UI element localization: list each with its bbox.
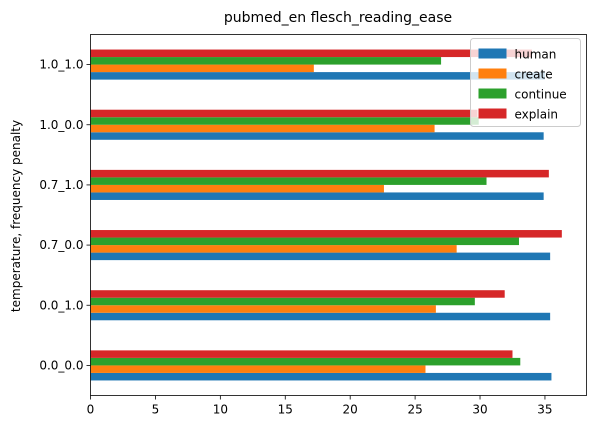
bar-explain-0.7_1.0	[90, 169, 549, 178]
bar-create-0.7_1.0	[90, 184, 384, 193]
x-tick-label: 0	[87, 403, 95, 417]
x-tick-label: 5	[152, 403, 160, 417]
bar-continue-0.7_0.0	[90, 237, 519, 246]
bar-human-0.0_0.0	[90, 372, 552, 381]
bar-human-1.0_0.0	[90, 132, 544, 140]
legend-box	[470, 38, 581, 127]
y-tick-label: 0.7_0.0	[39, 238, 83, 252]
y-tick-label: 1.0_0.0	[39, 118, 83, 132]
bar-continue-0.7_1.0	[90, 177, 487, 185]
bar-create-0.0_1.0	[90, 305, 436, 313]
legend: human create continue explain	[470, 38, 581, 127]
ticks-layer: 0.0_0.0 0.0_1.0 0.7_0.0 0.7_1.0 1.0_0.0 1.0_1…	[39, 58, 552, 417]
legend-swatch-continue	[478, 88, 507, 99]
chart-title: pubmed_en flesch_reading_ease	[224, 10, 452, 26]
x-tick-label: 35	[537, 403, 552, 417]
legend-label-explain: explain	[515, 108, 559, 122]
x-tick-label: 25	[407, 403, 422, 417]
bar-create-1.0_0.0	[90, 124, 435, 133]
x-tick-label: 30	[472, 403, 487, 417]
bar-continue-0.0_1.0	[90, 297, 475, 306]
bar-explain-0.0_1.0	[90, 290, 505, 298]
bars-layer	[90, 49, 562, 381]
y-tick-label: 0.0_0.0	[39, 358, 83, 372]
bar-human-1.0_1.0	[90, 72, 545, 80]
y-tick-label: 1.0_1.0	[39, 58, 83, 72]
bar-human-0.7_0.0	[90, 252, 551, 261]
bar-continue-0.0_0.0	[90, 357, 521, 366]
x-tick-label: 15	[278, 403, 293, 417]
x-tick-label: 20	[343, 403, 358, 417]
bar-create-1.0_1.0	[90, 64, 314, 73]
x-tick-label: 10	[213, 403, 228, 417]
bar-create-0.7_0.0	[90, 245, 457, 253]
legend-label-human: human	[515, 48, 557, 62]
legend-swatch-create	[478, 68, 507, 79]
bar-continue-1.0_1.0	[90, 57, 442, 65]
legend-swatch-explain	[478, 108, 507, 119]
bar-create-0.0_0.0	[90, 365, 426, 373]
bar-human-0.0_1.0	[90, 312, 551, 321]
bar-human-0.7_1.0	[90, 192, 544, 200]
y-tick-label: 0.7_1.0	[39, 178, 83, 192]
y-axis-label: temperature, frequency penalty	[9, 120, 23, 312]
plot-frame	[90, 34, 587, 396]
bar-explain-0.7_0.0	[90, 230, 562, 238]
bar-continue-1.0_0.0	[90, 117, 479, 125]
legend-label-continue: continue	[515, 88, 567, 102]
legend-label-create: create	[515, 68, 553, 82]
bar-explain-0.0_0.0	[90, 350, 513, 358]
bar-explain-1.0_0.0	[90, 109, 478, 118]
bar-explain-1.0_1.0	[90, 49, 532, 58]
legend-swatch-human	[478, 48, 507, 59]
y-tick-label: 0.0_1.0	[39, 298, 83, 312]
